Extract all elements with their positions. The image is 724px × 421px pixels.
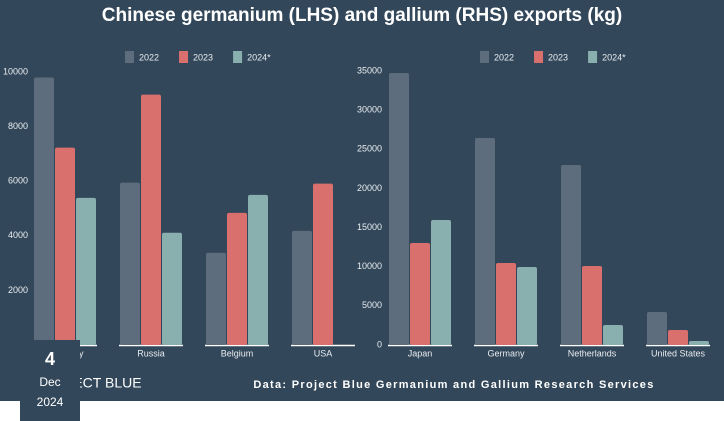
bar bbox=[647, 311, 667, 345]
bar bbox=[120, 182, 140, 345]
bar bbox=[475, 138, 495, 345]
bar bbox=[561, 165, 581, 345]
bar bbox=[34, 77, 54, 346]
date-month: Dec bbox=[39, 375, 60, 389]
y-tick-label: 5000 bbox=[362, 300, 382, 310]
legend-swatch bbox=[588, 51, 598, 63]
bar bbox=[431, 219, 451, 345]
x-tick-label: USA bbox=[314, 348, 333, 358]
y-tick-label: 2000 bbox=[8, 285, 28, 295]
x-tick-label: United States bbox=[651, 348, 706, 358]
x-tick-label: Germany bbox=[487, 348, 525, 358]
bar bbox=[689, 341, 709, 345]
x-tick-label: Japan bbox=[408, 348, 433, 358]
bar bbox=[668, 329, 688, 345]
bar bbox=[496, 263, 516, 345]
date-day: 4 bbox=[45, 349, 55, 369]
date-badge bbox=[20, 340, 80, 421]
bar bbox=[582, 266, 602, 345]
y-tick-label: 6000 bbox=[8, 176, 28, 186]
bar bbox=[410, 242, 430, 345]
source: Data: Project Blue Germanium and Gallium… bbox=[253, 379, 654, 391]
y-tick-label: 35000 bbox=[357, 65, 382, 75]
y-tick-label: 10000 bbox=[357, 261, 382, 271]
bar bbox=[227, 212, 247, 345]
legend-swatch bbox=[480, 51, 489, 63]
y-tick-label: 30000 bbox=[357, 105, 382, 115]
legend-swatch bbox=[125, 51, 134, 63]
bar bbox=[248, 194, 268, 345]
legend-label: 2022 bbox=[494, 52, 514, 62]
legend-label: 2024* bbox=[602, 52, 626, 62]
legend-swatch bbox=[179, 51, 189, 63]
legend-swatch bbox=[233, 51, 243, 63]
legend-swatch bbox=[534, 51, 544, 63]
y-tick-label: 8000 bbox=[8, 121, 28, 131]
legend-label: 2024* bbox=[247, 52, 271, 62]
legend-label: 2023 bbox=[193, 52, 213, 62]
date-year: 2024 bbox=[37, 395, 64, 409]
y-tick-label: 25000 bbox=[357, 144, 382, 154]
y-tick-label: 4000 bbox=[8, 230, 28, 240]
chart-title: Chinese germanium (LHS) and gallium (RHS… bbox=[102, 5, 622, 26]
bar bbox=[517, 267, 537, 345]
x-tick-label: Netherlands bbox=[568, 348, 617, 358]
bar bbox=[389, 73, 409, 345]
bar bbox=[55, 147, 75, 345]
y-tick-label: 10000 bbox=[3, 66, 28, 76]
bar bbox=[76, 197, 96, 345]
bar bbox=[162, 232, 182, 345]
bar bbox=[603, 325, 623, 345]
x-tick-label: Russia bbox=[137, 348, 165, 358]
legend-label: 2023 bbox=[548, 52, 568, 62]
bar bbox=[206, 252, 226, 345]
x-tick-label: Belgium bbox=[221, 348, 254, 358]
plots: 2000 4000 6000 8000 10000 Germany Russia Belgiu… bbox=[3, 51, 710, 358]
y-tick-label: 0 bbox=[377, 339, 382, 349]
bar bbox=[292, 230, 312, 345]
y-tick-label: 20000 bbox=[357, 183, 382, 193]
y-tick-label: 15000 bbox=[357, 222, 382, 232]
legend-label: 2022 bbox=[139, 52, 159, 62]
bar bbox=[141, 94, 161, 345]
bar bbox=[313, 183, 333, 345]
